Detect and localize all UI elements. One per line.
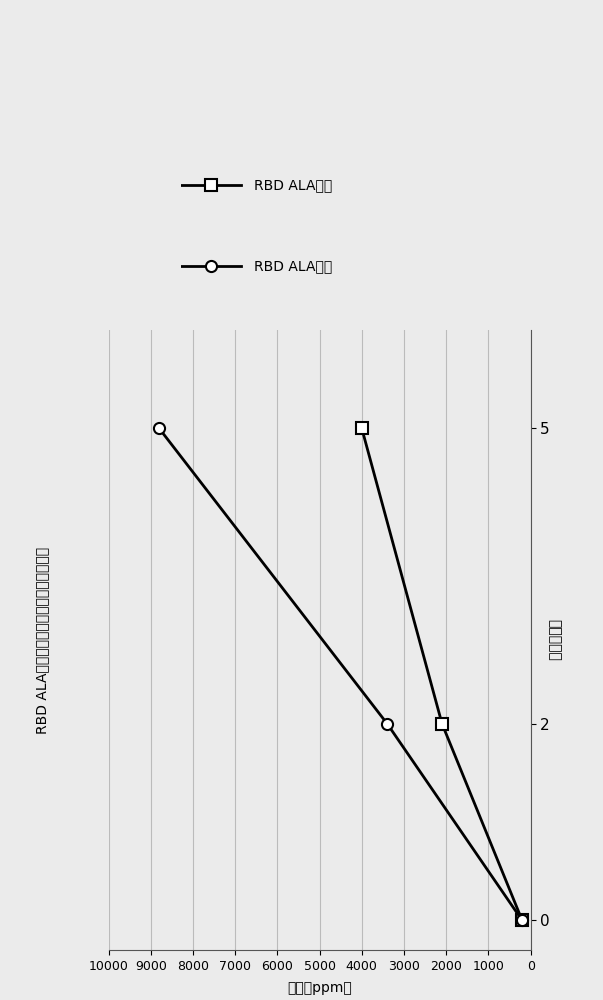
- Text: RBD ALA参考: RBD ALA参考: [254, 259, 332, 273]
- Text: RBD ALA富集油的随时间推移的丙醒增加量: RBD ALA富集油的随时间推移的丙醒增加量: [35, 546, 49, 734]
- RBD ALA菜籽: [519, 914, 526, 926]
- RBD ALA菜籽: [358, 422, 365, 434]
- RBD ALA参考: [519, 914, 526, 926]
- RBD ALA参考: [156, 422, 163, 434]
- Y-axis label: 时间（日）: 时间（日）: [547, 619, 561, 661]
- Text: RBD ALA菜籽: RBD ALA菜籽: [254, 178, 332, 192]
- RBD ALA菜籽: [438, 718, 446, 730]
- Line: RBD ALA菜籽: RBD ALA菜籽: [356, 423, 528, 926]
- RBD ALA参考: [384, 718, 391, 730]
- Line: RBD ALA参考: RBD ALA参考: [154, 423, 528, 926]
- X-axis label: 浓度（ppm）: 浓度（ppm）: [287, 981, 352, 995]
